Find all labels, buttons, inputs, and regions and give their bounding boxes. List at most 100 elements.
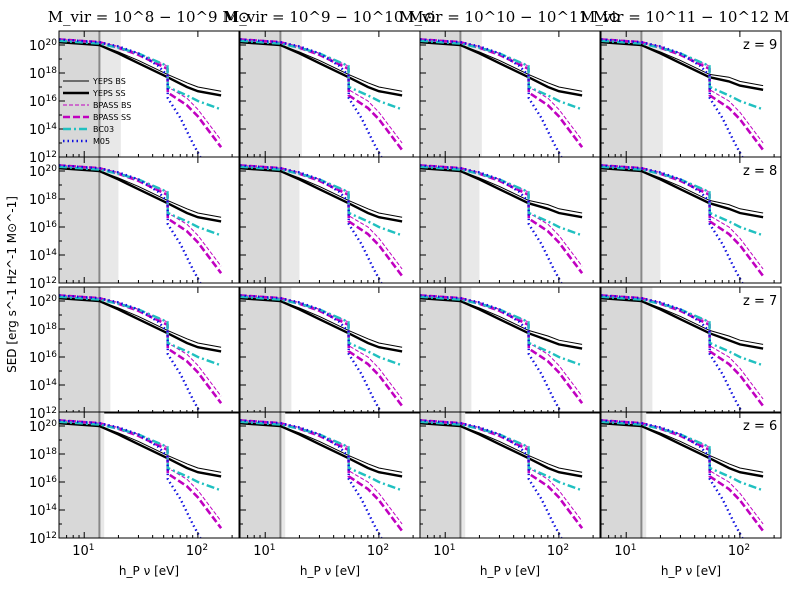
shaded-band xyxy=(460,31,482,157)
series-line xyxy=(420,295,583,367)
series-line xyxy=(59,422,222,478)
shaded-band xyxy=(601,412,642,538)
x-axis-label: h_P ν [eV] xyxy=(661,564,721,578)
column-title: M_vir = 10^10 − 10^11 M⊙ xyxy=(399,8,621,26)
panel-frame xyxy=(58,156,240,284)
column-title: M_vir = 10^8 − 10^9 M⊙ xyxy=(48,8,251,26)
series-line xyxy=(420,164,563,283)
shaded-band xyxy=(420,412,461,538)
series-line xyxy=(420,167,583,219)
series-line xyxy=(601,297,764,350)
series-line xyxy=(240,39,403,111)
shaded-band xyxy=(280,157,300,283)
shaded-band xyxy=(641,157,661,283)
series-line xyxy=(59,420,222,492)
panel: 1012 1014 1016 1018 1020 YEPS BS YEPS SS BPASS … xyxy=(29,30,240,166)
panel xyxy=(239,30,421,158)
shaded-band xyxy=(280,287,292,413)
y-tick-label: 1020 xyxy=(29,38,57,54)
column-title: M_vir = 10^11 − 10^12 M⊙ xyxy=(580,8,789,26)
series-line xyxy=(601,38,744,157)
shaded-band xyxy=(99,157,119,283)
panel: z = 8 xyxy=(600,156,782,284)
panel: z = 7 xyxy=(600,286,782,414)
panel-frame xyxy=(600,156,782,284)
series-line xyxy=(240,294,383,413)
series-line xyxy=(59,41,222,97)
y-tick-label: 1014 xyxy=(29,378,57,394)
y-tick-label: 1012 xyxy=(29,276,57,292)
series-line xyxy=(601,41,764,91)
series-line xyxy=(601,294,764,400)
series-line xyxy=(420,39,583,111)
panel: 1012 1014 1016 1018 1020 101 102 h_P ν [eV] xyxy=(29,411,240,578)
series-line xyxy=(601,164,744,283)
panel xyxy=(419,286,601,414)
panel-frame xyxy=(58,411,240,539)
x-tick-label: 101 xyxy=(253,543,275,559)
legend-label: M05 xyxy=(93,137,110,146)
panel-frame xyxy=(58,286,240,414)
series-line xyxy=(420,38,563,157)
panel-frame xyxy=(419,286,601,414)
shaded-band xyxy=(420,287,461,413)
shaded-band xyxy=(460,412,466,538)
shaded-band xyxy=(99,31,121,157)
series-line xyxy=(420,420,583,492)
shaded-band xyxy=(240,287,281,413)
shaded-band xyxy=(59,157,100,283)
x-axis-label: h_P ν [eV] xyxy=(300,564,360,578)
series-line xyxy=(59,164,202,283)
panel: 1012 1014 1016 1018 1020 xyxy=(29,286,240,422)
series-line xyxy=(420,297,583,350)
shaded-band xyxy=(601,287,642,413)
y-tick-label: 1020 xyxy=(29,294,57,310)
shaded-band xyxy=(280,31,302,157)
panel: 1012 1014 1016 1018 1020 xyxy=(29,156,240,292)
redshift-label: z = 8 xyxy=(743,164,777,179)
shaded-band xyxy=(240,31,281,157)
panel xyxy=(419,30,601,158)
shaded-band xyxy=(280,412,286,538)
series-line xyxy=(240,419,403,525)
series-line xyxy=(240,294,403,400)
shaded-band xyxy=(99,412,105,538)
series-line xyxy=(601,164,764,270)
series-line xyxy=(59,419,202,538)
panel-frame xyxy=(419,411,601,539)
panel xyxy=(239,156,421,284)
series-line xyxy=(240,41,403,97)
series-line xyxy=(240,167,403,223)
panel: 101 102 h_P ν [eV] xyxy=(239,411,421,578)
series-line xyxy=(240,419,383,538)
series-line xyxy=(59,167,222,223)
series-line xyxy=(240,38,383,157)
panel-frame xyxy=(600,411,782,539)
series-line xyxy=(601,167,764,219)
y-tick-label: 1016 xyxy=(29,94,57,110)
shaded-band xyxy=(59,287,100,413)
y-tick-label: 1014 xyxy=(29,503,57,519)
shaded-band xyxy=(240,157,281,283)
y-tick-label: 1016 xyxy=(29,220,57,236)
shaded-band xyxy=(641,412,647,538)
shaded-band xyxy=(59,412,100,538)
x-tick-label: 102 xyxy=(547,543,569,559)
series-line xyxy=(240,420,403,492)
series-line xyxy=(601,39,764,111)
panel-frame xyxy=(419,156,601,284)
shaded-band xyxy=(420,31,461,157)
series-line xyxy=(601,294,744,413)
series-line xyxy=(601,422,764,478)
legend-label: BPASS SS xyxy=(93,113,131,122)
shaded-band xyxy=(601,31,642,157)
series-line xyxy=(420,294,563,413)
series-line xyxy=(601,419,764,525)
y-tick-label: 1018 xyxy=(29,322,57,338)
series-line xyxy=(420,419,563,538)
panel-grid: 1012 1014 1016 1018 1020 YEPS BS YEPS SS BPASS … xyxy=(29,30,782,578)
series-line xyxy=(59,297,222,353)
legend-label: BPASS BS xyxy=(93,101,131,110)
legend-label: YEPS BS xyxy=(92,77,126,86)
